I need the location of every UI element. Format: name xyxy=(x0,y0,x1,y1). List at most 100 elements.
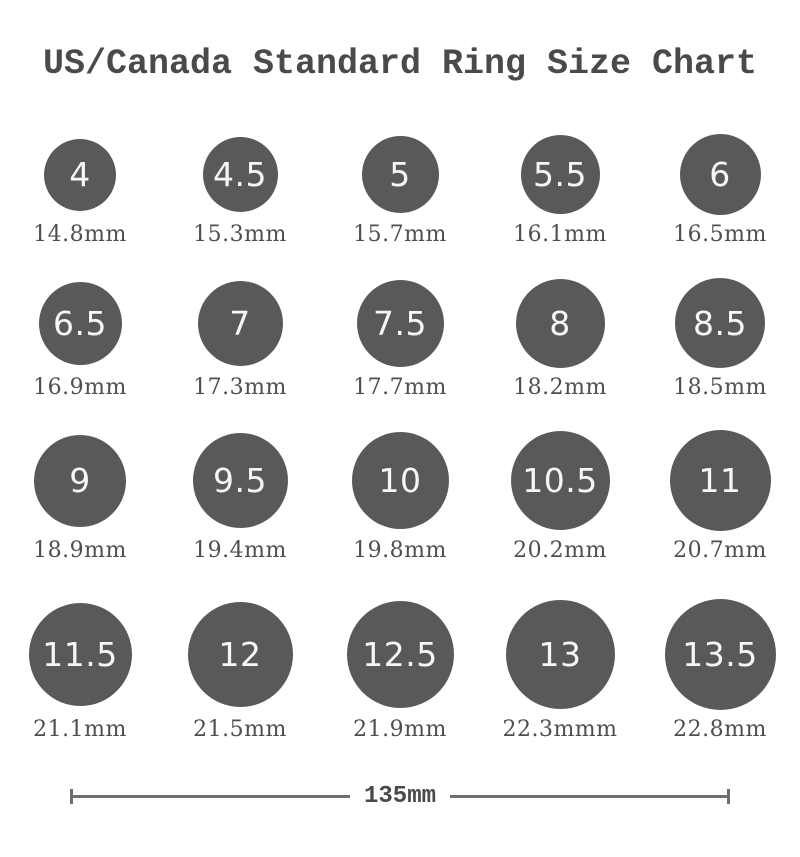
ring-circle-wrapper: 11 xyxy=(669,430,771,532)
ring-size-circle: 12 xyxy=(187,602,293,708)
ring-size-circle: 10.5 xyxy=(510,431,610,531)
chart-title: US/Canada Standard Ring Size Chart xyxy=(42,44,758,84)
ring-circle-wrapper: 10 xyxy=(351,430,449,531)
ring-circle-wrapper: 9 xyxy=(34,430,126,531)
ring-circle-wrapper: 4.5 xyxy=(202,134,278,215)
ring-size-row: 9 18.9mm 9.5 19.4mm 10 19.8mm 10.5 20.2mm 11 20.7… xyxy=(0,430,800,564)
ring-diameter-label: 21.9mm xyxy=(353,717,447,743)
ring-circle-wrapper: 13.5 xyxy=(664,599,776,711)
ring-size-cell: 9.5 19.4mm xyxy=(160,430,320,564)
ring-size-cell: 9 18.9mm xyxy=(0,430,160,564)
ring-diameter-label: 18.9mm xyxy=(33,538,127,564)
ring-size-number: 9.5 xyxy=(213,461,267,501)
ring-size-circle: 5 xyxy=(361,136,439,214)
ring-size-circle: 9.5 xyxy=(192,433,288,529)
ring-size-cell: 13 22.3mmm xyxy=(480,599,640,743)
ring-diameter-label: 17.3mm xyxy=(193,375,287,401)
ring-circle-wrapper: 7 xyxy=(197,278,283,368)
ring-size-cell: 12 21.5mm xyxy=(160,599,320,743)
ring-size-number: 13.5 xyxy=(682,635,758,675)
ring-size-number: 13 xyxy=(538,635,582,675)
scale-bar: 135mm xyxy=(70,783,731,810)
ring-size-circle: 8 xyxy=(515,278,605,368)
ring-diameter-label: 18.5mm xyxy=(673,375,767,401)
ring-size-cell: 8 18.2mm xyxy=(480,278,640,401)
ring-size-number: 9 xyxy=(69,461,91,501)
ring-diameter-label: 20.7mm xyxy=(673,538,767,564)
scale-bar-label: 135mm xyxy=(364,782,437,810)
ring-circle-wrapper: 6.5 xyxy=(38,278,122,368)
ring-circle-wrapper: 5 xyxy=(361,134,439,215)
ring-size-circle: 13.5 xyxy=(664,599,776,711)
ring-size-circle: 11 xyxy=(669,430,771,532)
ring-circle-wrapper: 13 xyxy=(505,599,615,710)
ring-size-cell: 7 17.3mm xyxy=(160,278,320,401)
ring-size-number: 11 xyxy=(698,461,742,501)
ring-size-number: 12.5 xyxy=(362,635,438,675)
ring-circle-wrapper: 9.5 xyxy=(192,430,288,531)
ring-size-number: 6.5 xyxy=(53,303,107,343)
ring-size-number: 4.5 xyxy=(213,155,267,195)
ring-diameter-label: 18.2mm xyxy=(513,375,607,401)
ring-circle-wrapper: 11.5 xyxy=(28,599,132,710)
ring-size-cell: 7.5 17.7mm xyxy=(320,278,480,401)
ring-size-cell: 5.5 16.1mm xyxy=(480,134,640,248)
ring-circle-wrapper: 12.5 xyxy=(346,599,454,710)
ring-size-circle: 12.5 xyxy=(346,601,454,709)
ring-diameter-label: 21.5mm xyxy=(193,717,287,743)
ring-diameter-label: 14.8mm xyxy=(33,222,127,248)
scale-bar-left-tick xyxy=(70,788,73,804)
ring-circle-wrapper: 12 xyxy=(187,599,293,710)
ring-size-cell: 11 20.7mm xyxy=(640,430,800,564)
ring-size-cell: 6 16.5mm xyxy=(640,134,800,248)
ring-circle-wrapper: 8.5 xyxy=(675,278,765,369)
ring-diameter-label: 20.2mm xyxy=(513,538,607,564)
ring-size-cell: 5 15.7mm xyxy=(320,134,480,248)
ring-circle-wrapper: 10.5 xyxy=(510,430,610,531)
ring-size-cell: 10 19.8mm xyxy=(320,430,480,564)
ring-size-row: 6.5 16.9mm 7 17.3mm 7.5 17.7mm 8 18.2mm 8.5 18.5m… xyxy=(0,278,800,401)
ring-size-circle: 4 xyxy=(44,138,116,211)
ring-diameter-label: 22.8mm xyxy=(673,717,767,743)
ring-size-number: 7 xyxy=(229,303,251,343)
ring-size-row: 11.5 21.1mm 12 21.5mm 12.5 21.9mm 13 22.3mmm 13.… xyxy=(0,599,800,743)
ring-size-cell: 13.5 22.8mm xyxy=(640,599,800,743)
ring-size-circle: 11.5 xyxy=(28,603,132,707)
ring-size-circle: 4.5 xyxy=(202,137,278,213)
ring-size-number: 10 xyxy=(378,461,422,501)
ring-diameter-label: 19.4mm xyxy=(193,538,287,564)
ring-size-cell: 10.5 20.2mm xyxy=(480,430,640,564)
ring-size-number: 12 xyxy=(218,635,262,675)
ring-size-number: 8.5 xyxy=(693,303,747,343)
ring-size-cell: 6.5 16.9mm xyxy=(0,278,160,401)
ring-diameter-label: 22.3mmm xyxy=(502,717,618,743)
ring-size-number: 8 xyxy=(549,303,571,343)
ring-diameter-label: 21.1mm xyxy=(33,717,127,743)
scale-bar-right-tick xyxy=(727,788,731,804)
ring-diameter-label: 15.7mm xyxy=(353,222,447,248)
ring-circle-wrapper: 7.5 xyxy=(356,278,444,368)
ring-size-grid: 4 14.8mm 4.5 15.3mm 5 15.7mm 5.5 16.1mm 6 16.5mm 6… xyxy=(0,134,800,743)
ring-size-number: 10.5 xyxy=(522,461,598,501)
ring-diameter-label: 16.9mm xyxy=(33,375,127,401)
ring-circle-wrapper: 5.5 xyxy=(520,134,600,215)
ring-size-number: 5.5 xyxy=(533,155,587,195)
scale-bar-line-left xyxy=(73,794,350,798)
ring-circle-wrapper: 6 xyxy=(679,134,761,216)
ring-circle-wrapper: 8 xyxy=(515,278,605,368)
ring-size-circle: 7 xyxy=(197,280,283,366)
ring-size-number: 6 xyxy=(709,155,731,195)
ring-size-circle: 7.5 xyxy=(356,279,444,367)
ring-size-circle: 6.5 xyxy=(38,281,122,365)
ring-size-cell: 4.5 15.3mm xyxy=(160,134,320,248)
ring-size-circle: 9 xyxy=(34,434,126,527)
ring-diameter-label: 16.1mm xyxy=(513,222,607,248)
ring-diameter-label: 17.7mm xyxy=(353,375,447,401)
ring-size-row: 4 14.8mm 4.5 15.3mm 5 15.7mm 5.5 16.1mm 6 16.5mm xyxy=(0,134,800,248)
scale-bar-line-right xyxy=(450,794,728,798)
ring-size-cell: 8.5 18.5mm xyxy=(640,278,800,401)
ring-diameter-label: 19.8mm xyxy=(353,538,447,564)
ring-size-circle: 13 xyxy=(505,600,615,710)
ring-size-circle: 8.5 xyxy=(675,278,765,369)
